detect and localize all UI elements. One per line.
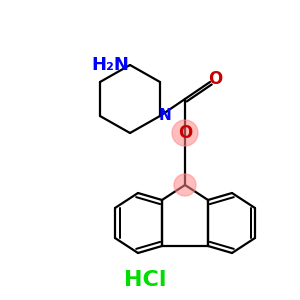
Text: O: O — [178, 124, 192, 142]
Text: HCl: HCl — [124, 270, 166, 290]
Circle shape — [172, 120, 198, 146]
Text: H₂N: H₂N — [91, 56, 129, 74]
Circle shape — [174, 174, 196, 196]
Text: N: N — [159, 109, 171, 124]
Text: O: O — [208, 70, 222, 88]
